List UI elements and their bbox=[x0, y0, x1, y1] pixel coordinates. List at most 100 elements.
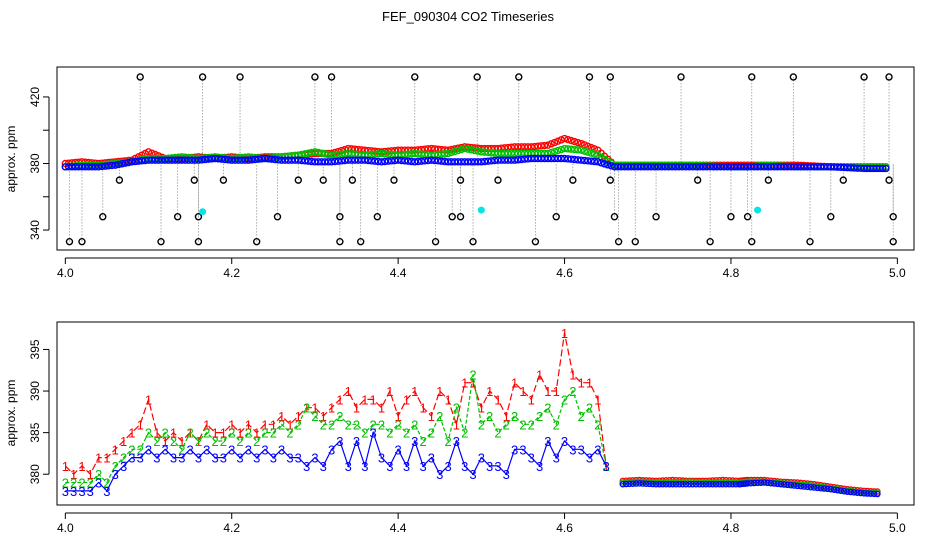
top-series-3-point bbox=[214, 155, 223, 163]
top-series-3-point bbox=[668, 163, 676, 171]
top-series-3-point bbox=[699, 163, 707, 171]
bottom-tail-series-3-point bbox=[722, 480, 730, 488]
top-series-2-point bbox=[377, 149, 386, 158]
bottom-x-tick-label: 5.0 bbox=[889, 521, 906, 535]
bottom-series-3-label: 3 bbox=[544, 434, 551, 449]
top-series-3-point bbox=[437, 157, 446, 165]
top-series-3-point bbox=[327, 158, 336, 166]
top-series-3-point bbox=[671, 163, 680, 171]
bottom-x-axis: 4.0 4.2 4.4 4.6 4.8 5.0 bbox=[57, 512, 906, 535]
bottom-tail-series-3-point bbox=[844, 488, 851, 495]
top-series-2-point bbox=[574, 146, 582, 154]
top-series-2-point bbox=[304, 149, 312, 157]
bottom-series-1-label: 1 bbox=[578, 376, 585, 391]
top-outlier-point bbox=[743, 213, 752, 221]
bottom-series-1-label: 1 bbox=[295, 409, 302, 424]
bottom-series-2-label: 2 bbox=[519, 417, 526, 432]
top-series-2-point bbox=[404, 150, 412, 158]
bottom-x-tick-label: 4.6 bbox=[556, 521, 573, 535]
bottom-series-2-label: 2 bbox=[187, 426, 194, 441]
bottom-series-1-label: 1 bbox=[137, 417, 144, 432]
bottom-series-3-label: 3 bbox=[137, 451, 144, 466]
top-series-3-point bbox=[397, 156, 406, 165]
top-series-3-point bbox=[108, 161, 116, 170]
bottom-series-3-label: 3 bbox=[328, 442, 335, 457]
bottom-series-1-label: 1 bbox=[536, 367, 543, 382]
top-series-3-point bbox=[211, 154, 219, 163]
bottom-series-3-label: 3 bbox=[220, 451, 227, 466]
top-outlier-point bbox=[727, 213, 735, 221]
bottom-series-2-label: 2 bbox=[578, 409, 585, 424]
top-series-3-point bbox=[431, 156, 439, 165]
bottom-series-1-label: 1 bbox=[70, 467, 77, 482]
bottom-tail-series-3-point bbox=[764, 479, 771, 487]
top-series-1-point bbox=[537, 142, 545, 150]
top-series-3-point bbox=[361, 156, 369, 164]
top-outlier-point bbox=[606, 176, 615, 184]
bottom-tail-series-3-point bbox=[850, 489, 858, 496]
bottom-tail-series-3-point bbox=[820, 485, 828, 492]
top-series-3-point bbox=[647, 163, 655, 171]
bottom-series-2-label: 2 bbox=[345, 417, 352, 432]
top-outlier-point bbox=[473, 73, 481, 81]
bottom-series-3-label: 3 bbox=[112, 467, 119, 482]
top-outlier-point bbox=[889, 213, 897, 221]
bottom-series-3-label: 3 bbox=[486, 459, 493, 474]
bottom-tail-series-3-point bbox=[757, 479, 765, 486]
bottom-series-3-label: 3 bbox=[270, 451, 277, 466]
bottom-series-1-label: 1 bbox=[286, 417, 293, 432]
bottom-series-1-label: 1 bbox=[278, 409, 285, 424]
top-outlier-point bbox=[748, 73, 756, 81]
top-series-3-point bbox=[201, 155, 209, 164]
bottom-series-1-label: 1 bbox=[411, 384, 418, 399]
top-outlier-point bbox=[115, 176, 124, 184]
top-series-3-point bbox=[104, 162, 113, 170]
top-series-2-point bbox=[467, 146, 476, 154]
bottom-series-3-label: 3 bbox=[469, 467, 476, 482]
top-series-3-point bbox=[604, 161, 612, 169]
bottom-tail-series-3-point bbox=[689, 480, 696, 488]
top-series-1-point bbox=[547, 140, 555, 148]
top-y-axis: 340 380 420 bbox=[28, 87, 50, 240]
bottom-series-1-label: 1 bbox=[87, 467, 94, 482]
bottom-series-3-label: 3 bbox=[286, 451, 293, 466]
bottom-y-tick-label: 390 bbox=[28, 381, 42, 401]
top-series-3-point bbox=[882, 164, 890, 173]
top-x-tick-label: 5.0 bbox=[889, 266, 906, 280]
bottom-series-3-label: 3 bbox=[569, 442, 576, 457]
top-series-3-point bbox=[401, 157, 409, 165]
bottom-tail-series-3-point bbox=[767, 479, 775, 487]
bottom-series-1-label: 1 bbox=[95, 451, 102, 466]
top-outlier-point bbox=[552, 213, 560, 221]
top-outlier-point bbox=[373, 213, 382, 221]
top-outlier-point bbox=[889, 237, 897, 246]
top-series-2-point bbox=[291, 151, 299, 160]
bottom-series-1-label: 1 bbox=[128, 426, 135, 441]
bottom-series-1-label: 1 bbox=[478, 401, 485, 416]
bottom-tail-series-3-point bbox=[864, 490, 871, 497]
bottom-series-2-label: 2 bbox=[153, 434, 160, 449]
bottom-series-1-label: 1 bbox=[453, 417, 460, 432]
bottom-series-1-label: 1 bbox=[320, 409, 327, 424]
top-outlier-point bbox=[456, 176, 465, 184]
bottom-series-2-label: 2 bbox=[195, 434, 202, 449]
top-series-2-point bbox=[570, 145, 579, 154]
bottom-tail-series-3-point bbox=[706, 480, 713, 488]
bottom-series-3-line bbox=[65, 430, 607, 492]
bottom-tail-series-3-point bbox=[699, 480, 706, 488]
bottom-series-3-label: 3 bbox=[419, 459, 426, 474]
bottom-series-2-label: 2 bbox=[128, 442, 135, 457]
bottom-tail-series-3-point bbox=[780, 481, 788, 488]
top-plot-frame bbox=[56, 66, 915, 251]
top-series-3-point bbox=[364, 156, 372, 165]
bottom-tail-series-3-point bbox=[847, 488, 855, 496]
bottom-tail-series-3-point bbox=[750, 479, 758, 487]
top-outlier-point bbox=[456, 213, 465, 221]
top-series-2-point bbox=[564, 145, 572, 153]
bottom-tail-series-3-point bbox=[649, 480, 656, 488]
top-series-3-point bbox=[94, 163, 103, 171]
bottom-tail-series-3-point bbox=[754, 479, 761, 487]
top-series-1-point bbox=[361, 146, 369, 154]
top-series-3-point bbox=[244, 156, 253, 164]
bottom-tail-series-3-point bbox=[662, 480, 670, 488]
